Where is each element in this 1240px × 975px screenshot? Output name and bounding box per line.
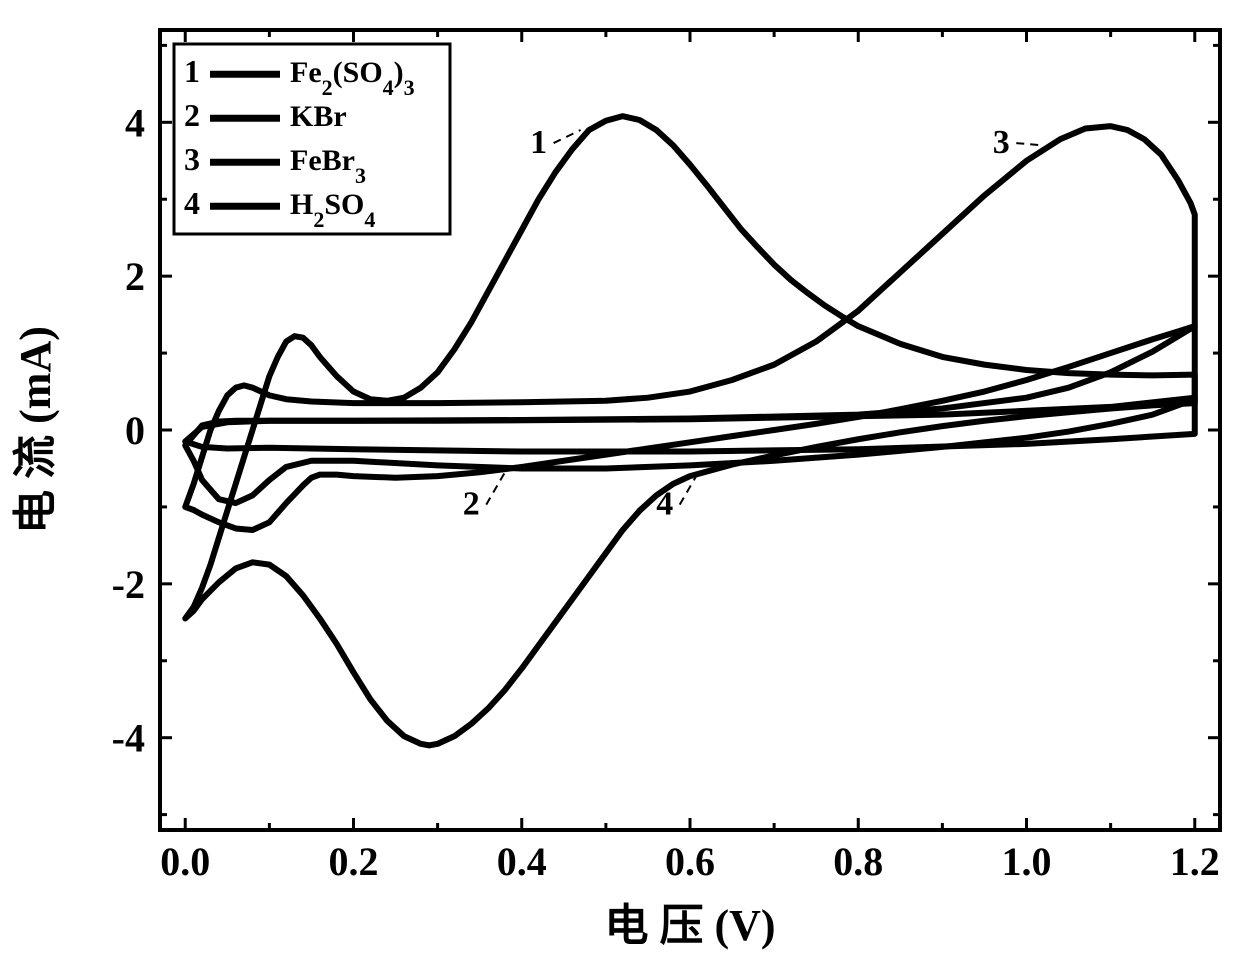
annotation-label: 3 bbox=[993, 124, 1010, 161]
legend-number: 1 bbox=[184, 53, 200, 89]
annotation-label: 2 bbox=[463, 486, 480, 523]
legend-number: 2 bbox=[184, 97, 200, 133]
legend-label: KBr bbox=[290, 100, 347, 133]
y-tick-label: -4 bbox=[112, 716, 145, 761]
annotation-label: 4 bbox=[656, 486, 673, 523]
y-tick-label: -2 bbox=[112, 562, 145, 607]
x-tick-label: 0.2 bbox=[328, 839, 378, 884]
x-tick-label: 0.4 bbox=[497, 839, 547, 884]
y-tick-label: 4 bbox=[125, 100, 145, 145]
y-tick-label: 0 bbox=[125, 408, 145, 453]
x-tick-label: 0.6 bbox=[665, 839, 715, 884]
x-tick-label: 1.2 bbox=[1170, 839, 1220, 884]
y-axis-label: 电 流 (mA) bbox=[11, 326, 60, 534]
x-tick-label: 0.8 bbox=[833, 839, 883, 884]
cv-chart: 0.0 0.2 0.4 0.6 0.8 1.0 1.2 -4 -2 0 2 4 电 压 (V) 电 流 (… bbox=[0, 0, 1240, 975]
legend-number: 3 bbox=[184, 141, 200, 177]
x-tick-label: 0.0 bbox=[160, 839, 210, 884]
x-axis-label: 电 压 (V) bbox=[604, 901, 775, 950]
chart-svg: 0.0 0.2 0.4 0.6 0.8 1.0 1.2 -4 -2 0 2 4 电 压 (V) 电 流 (… bbox=[0, 0, 1240, 975]
y-tick-label: 2 bbox=[125, 254, 145, 299]
legend-number: 4 bbox=[184, 185, 200, 221]
annotation-label: 1 bbox=[530, 124, 547, 161]
x-tick-label: 1.0 bbox=[1002, 839, 1052, 884]
